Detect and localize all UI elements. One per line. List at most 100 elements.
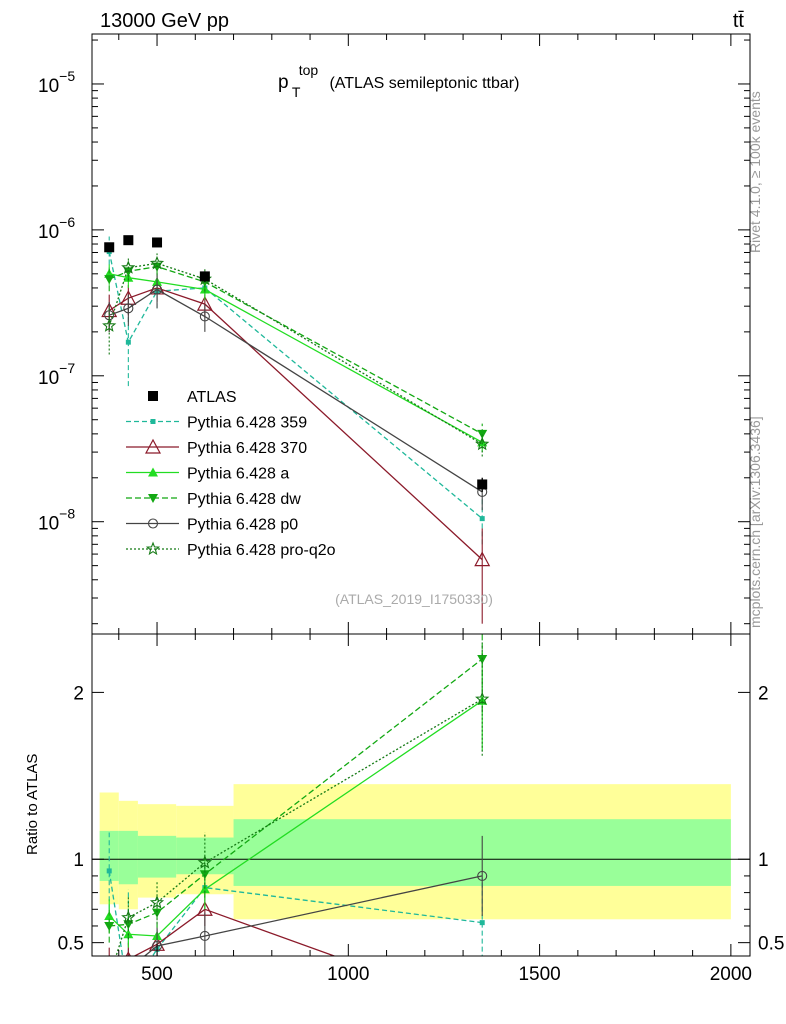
main-title-rest: (ATLAS semileptonic ttbar) [329,75,519,92]
ratio-point-pythia_pro_q2o [104,972,115,983]
main-ytick-base: 10 [38,222,59,243]
ratio-xtick-label: 1500 [518,964,560,985]
ratio-ytick-label-right: 0.5 [758,934,784,955]
ratio-y-label: Ratio to ATLAS [24,754,41,855]
ratio-line-pythia_pro_q2o [115,698,483,956]
main-point-pythia_p0 [199,311,210,322]
main-ytick-exponent: −5 [59,68,75,84]
ratio-line-pythia_359 [108,870,483,956]
main-series-atlas-data [104,235,488,492]
main-panel: 10−810−710−610−5 p T top (ATLAS semilept… [38,33,751,635]
ratio-ytick-label-right: 2 [758,683,769,704]
main-point-pythia_dw [477,429,488,439]
ratio-ytick-label-right: 1 [758,850,769,871]
main-point-pythia_p0 [123,303,134,314]
legend-marker-pythia_a [148,467,158,477]
ratio-point-pythia_pro_q2o [121,910,136,924]
main-line-pythia_p0 [108,288,483,493]
legend: ATLAS Pythia 6.428 359 Pythia 6.428 370 Pyt… [126,389,336,559]
ratio-point-pythia_dw [152,908,163,918]
ratio-point-pythia_a [199,884,210,894]
data-point [123,235,134,246]
ratio-point-pythia_359 [106,868,112,874]
main-point-pythia_dw [104,275,115,285]
main-point-pythia_359 [125,339,131,345]
legend-label-pythia_a: Pythia 6.428 a [187,466,289,483]
ratio-band-inner [99,830,119,881]
main-ytick-base: 10 [38,514,59,535]
ratio-ytick-label-left: 1 [73,850,84,871]
ratio-point-pythia_dw [123,920,134,930]
ratio-point-pythia_pro_q2o [475,691,490,706]
main-point-pythia_pro_q2o [102,318,117,332]
mcplots-label: mcplots.cern.ch [arXiv:1306.3436] [747,416,763,628]
main-ytick-base: 10 [38,76,59,97]
main-ytick-label: 10−6 [38,214,75,243]
ratio-ytick-label-left: 0.5 [58,934,84,955]
data-point [477,479,488,490]
ratio-frame [91,633,751,957]
ratio-point-pythia_370 [475,1002,489,1015]
main-plot-layer [101,235,491,624]
process-label: tt̄ [733,10,745,32]
main-point-pythia_359 [479,516,485,522]
ratio-point-pythia_pro_q2o [149,895,165,909]
ratio-axis-ticks: 0.5 0.5 1 1 2 2 500 1000 1500 2000 [58,634,784,985]
main-axis-ticks: 10−810−710−610−5 [38,34,750,634]
ratio-line-pythia_370 [133,908,337,956]
main-point-pythia_pro_q2o [475,436,490,451]
legend-marker-data [148,391,158,401]
ratio-xtick-label: 1000 [327,964,369,985]
legend-marker-pythia_370 [144,438,162,454]
ratio-point-pythia_p0 [124,965,133,974]
legend-label-pythia_pro_q2o: Pythia 6.428 pro-q2o [187,542,336,559]
ratio-band-inner [137,835,177,878]
data-point [104,242,115,253]
main-ytick-label: 10−5 [38,68,75,97]
main-ytick-exponent: −8 [59,506,75,522]
main-line-pythia_pro_q2o [108,262,483,445]
ratio-panel: 0.5 0.5 1 1 2 2 500 1000 1500 2000 Ratio to ATLAS [24,633,784,1015]
main-point-pythia_pro_q2o [121,260,136,274]
ratio-point-pythia_dw [104,921,115,931]
ratio-point-pythia_370 [102,957,116,970]
legend-label-pythia_359: Pythia 6.428 359 [187,415,307,432]
main-ytick-exponent: −7 [59,360,75,376]
legend-label-data: ATLAS [187,389,237,406]
analysis-watermark: (ATLAS_2019_I1750330) [335,591,493,607]
main-ytick-label: 10−8 [38,506,75,535]
main-ytick-exponent: −6 [59,214,75,230]
main-ytick-base: 10 [38,368,59,389]
ratio-point-pythia_359 [479,920,485,926]
energy-label: 13000 GeV pp [100,10,229,32]
legend-label-pythia_p0: Pythia 6.428 p0 [187,517,298,534]
legend-marker-pythia_359 [150,419,156,424]
ratio-point-pythia_359 [126,990,131,995]
ratio-point-pythia_pro_q2o [197,855,213,869]
ratio-point-pythia_p0 [477,870,488,881]
main-title-sup: top [299,62,319,78]
main-ytick-label: 10−7 [38,360,75,389]
data-point [152,237,163,248]
legend-label-pythia_dw: Pythia 6.428 dw [187,491,301,508]
main-line-pythia_dw [108,265,483,435]
legend-marker-pythia_dw [148,494,158,503]
ratio-xtick-label: 500 [141,964,173,985]
main-point-pythia_pro_q2o [149,255,165,270]
ratio-xtick-label: 2000 [710,964,752,985]
main-title-p: p [278,72,289,93]
ratio-point-pythia_p0 [105,965,114,974]
main-title: p T top (ATLAS semileptonic ttbar) [278,59,519,102]
main-line-pythia_359 [108,251,483,520]
legend-marker-pythia_pro_q2o [145,541,161,556]
data-point [199,271,210,282]
legend-marker-pythia_p0 [147,518,159,529]
ratio-series-pythia_pro_q2o [104,642,490,983]
main-point-pythia_370 [474,551,491,567]
main-point-pythia_p0 [151,284,163,295]
ratio-band-inner [118,830,138,885]
legend-label-pythia_370: Pythia 6.428 370 [187,440,307,457]
ratio-plot-layer [92,634,750,1015]
ratio-point-pythia_p0 [199,930,210,942]
